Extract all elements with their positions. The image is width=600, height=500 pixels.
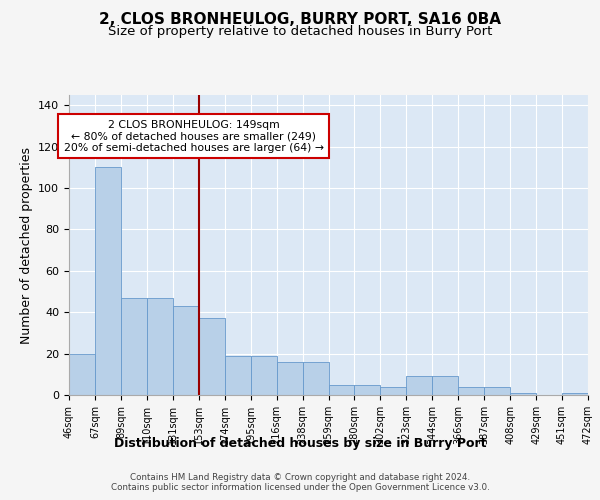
Bar (251, 356, 277, 395)
Text: Contains HM Land Registry data © Crown copyright and database right 2024.
Contai: Contains HM Land Registry data © Crown c… (110, 472, 490, 492)
Bar (121, 298, 147, 395)
Bar (277, 362, 302, 395)
Bar (173, 306, 199, 395)
Bar (147, 298, 173, 395)
Text: Size of property relative to detached houses in Burry Port: Size of property relative to detached ho… (108, 25, 492, 38)
Bar (199, 318, 224, 395)
Bar (95, 168, 121, 395)
Bar (433, 376, 458, 395)
Text: Distribution of detached houses by size in Burry Port: Distribution of detached houses by size … (114, 438, 486, 450)
Bar (302, 362, 329, 395)
Bar (380, 386, 406, 395)
Bar (458, 386, 484, 395)
Text: 2 CLOS BRONHEULOG: 149sqm
← 80% of detached houses are smaller (249)
20% of semi: 2 CLOS BRONHEULOG: 149sqm ← 80% of detac… (64, 120, 323, 153)
Bar (69, 354, 95, 395)
Bar (225, 356, 251, 395)
Bar (510, 393, 536, 395)
Bar (484, 386, 510, 395)
Bar (329, 384, 355, 395)
Text: 2, CLOS BRONHEULOG, BURRY PORT, SA16 0BA: 2, CLOS BRONHEULOG, BURRY PORT, SA16 0BA (99, 12, 501, 28)
Bar (355, 384, 380, 395)
Bar (406, 376, 432, 395)
Y-axis label: Number of detached properties: Number of detached properties (20, 146, 32, 344)
Bar (562, 393, 588, 395)
